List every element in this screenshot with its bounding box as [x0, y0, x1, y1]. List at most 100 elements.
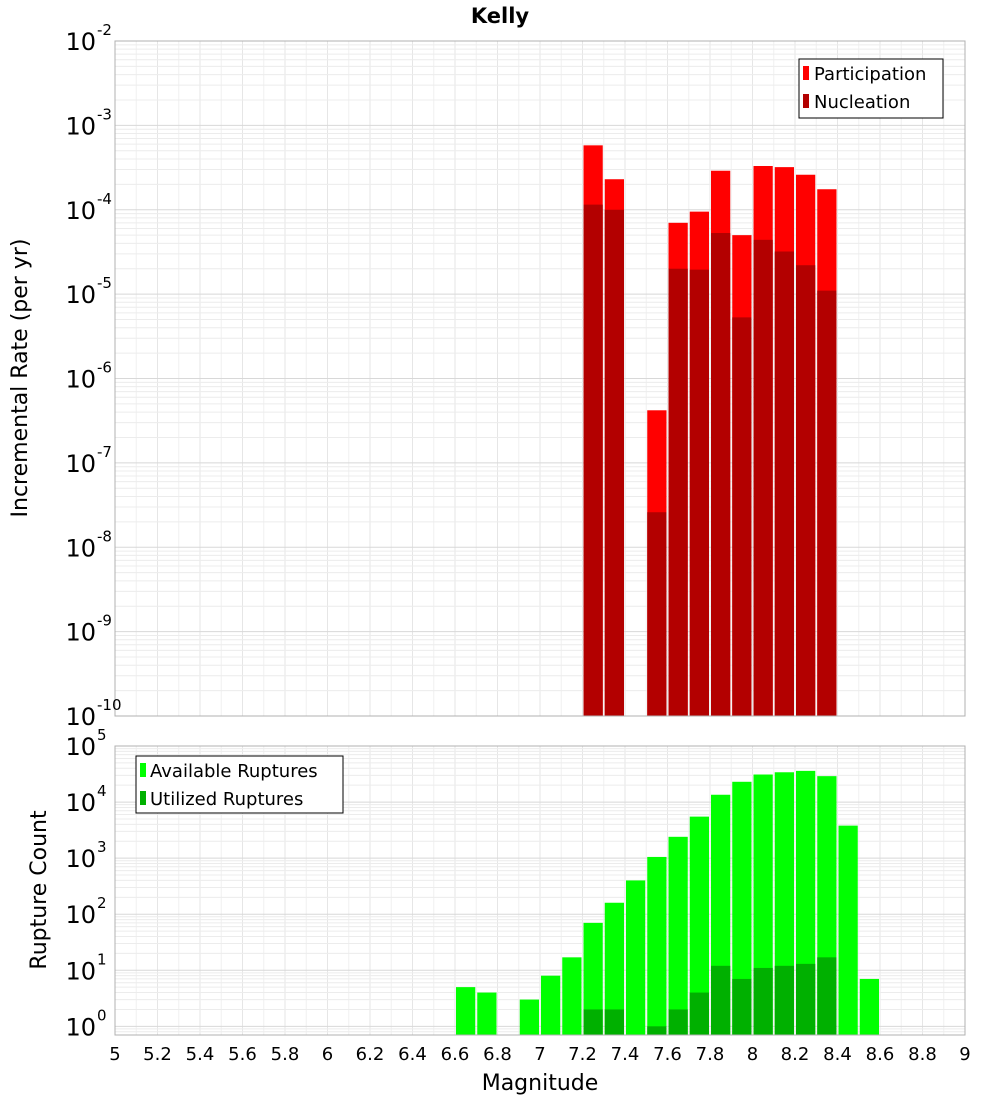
legend-label-nucleation: Nucleation: [814, 92, 910, 113]
top-y-tick-label: 10: [65, 534, 96, 562]
top-legend-box: [798, 58, 944, 119]
bottom-y-tick-exponent: 3: [97, 838, 107, 856]
x-tick-label: 5.4: [186, 1044, 215, 1065]
bottom-bar-series2: [647, 1026, 667, 1035]
top-y-tick-exponent: -2: [97, 21, 112, 39]
top-y-tick-exponent: -3: [97, 105, 112, 123]
x-tick-label: 5.2: [143, 1044, 172, 1065]
bottom-grid: [114, 745, 966, 1036]
bottom-y-tick-label: 10: [65, 957, 96, 985]
bottom-bar-series1: [519, 999, 539, 1035]
bottom-bar-series1: [668, 836, 688, 1035]
bottom-bar-series2: [796, 963, 816, 1035]
legend-label-utilized: Utilized Ruptures: [150, 789, 303, 810]
bottom-bar-series1: [626, 880, 646, 1035]
bottom-y-tick-exponent: 1: [97, 950, 107, 968]
bottom-bar-series1: [583, 922, 603, 1035]
top-y-tick-exponent: -6: [97, 359, 112, 377]
top-y-tick-label: 10: [65, 703, 96, 731]
top-grid: [114, 40, 966, 717]
chart-title: Kelly: [471, 4, 530, 28]
top-bars: [583, 145, 837, 717]
top-y-tick-exponent: -9: [97, 612, 112, 630]
x-tick-label: 8.6: [866, 1044, 895, 1065]
legend-swatch-available: [140, 763, 146, 777]
x-tick-label: 8.8: [908, 1044, 937, 1065]
x-tick-label: 6.6: [441, 1044, 470, 1065]
x-tick-label: 8: [747, 1044, 758, 1065]
x-tick-label: 5.6: [228, 1044, 257, 1065]
x-tick-label: 5: [109, 1044, 120, 1065]
x-tick-label: 9: [959, 1044, 970, 1065]
top-bar-series2: [583, 204, 603, 717]
x-tick-label: 8.2: [781, 1044, 810, 1065]
bottom-bar-series1: [732, 781, 752, 1035]
top-y-tick-label: 10: [65, 28, 96, 56]
top-y-tick-exponent: -5: [97, 274, 112, 292]
x-tick-label: 7.2: [568, 1044, 597, 1065]
legend-label-participation: Participation: [814, 64, 926, 85]
x-tick-label: 6.2: [356, 1044, 385, 1065]
top-bar-series2: [774, 251, 794, 716]
bottom-y-tick-exponent: 4: [97, 782, 107, 800]
top-bar-series2: [647, 512, 667, 716]
bottom-bar-series1: [838, 825, 858, 1035]
top-y-tick-exponent: -7: [97, 443, 112, 461]
top-bar-series2: [711, 233, 731, 716]
legend-swatch-utilized: [140, 791, 146, 805]
bottom-bar-series2: [774, 965, 794, 1035]
bottom-bar-series2: [732, 978, 752, 1035]
top-y-tick-exponent: -8: [97, 527, 112, 545]
top-y-tick-exponent: -10: [97, 696, 122, 714]
top-y-tick-label: 10: [65, 450, 96, 478]
x-tick-label: 8.4: [823, 1044, 852, 1065]
top-y-tick-exponent: -4: [97, 190, 112, 208]
top-bar-series2: [604, 209, 624, 716]
top-y-tick-label: 10: [65, 197, 96, 225]
bottom-bar-series1: [689, 816, 709, 1035]
bottom-bar-series2: [668, 1009, 688, 1035]
x-tick-label: 7.8: [696, 1044, 725, 1065]
bottom-y-tick-label: 10: [65, 789, 96, 817]
bottom-bar-series1: [477, 992, 497, 1035]
x-axis-label: Magnitude: [482, 1071, 599, 1096]
x-tick-label: 6: [322, 1044, 333, 1065]
bottom-bar-series1: [647, 856, 667, 1035]
x-tick-label: 6.4: [398, 1044, 427, 1065]
x-ticks: 5 5.2 5.4 5.6 5.8 6 6.2 6.4 6.6 6.8 7 7.2 7.4 7.6 7.8 8…: [109, 1044, 970, 1065]
bottom-bar-series1: [456, 987, 476, 1035]
top-y-tick-label: 10: [65, 619, 96, 647]
top-bar-series2: [817, 290, 837, 716]
bottom-legend-box: [135, 755, 344, 814]
bottom-bar-series2: [817, 957, 837, 1035]
top-bar-series2: [753, 239, 773, 716]
bottom-plot-border: [114, 745, 966, 1036]
top-y-tick-label: 10: [65, 281, 96, 309]
x-tick-label: 7: [534, 1044, 545, 1065]
legend-swatch-nucleation: [803, 94, 809, 108]
bottom-legend: Available Ruptures Utilized Ruptures: [135, 755, 344, 814]
top-bar-series2: [689, 269, 709, 716]
top-bar-series2: [796, 265, 816, 716]
bottom-bars: [456, 770, 879, 1035]
top-plot-border: [114, 40, 966, 717]
bottom-bar-series2: [753, 967, 773, 1035]
bottom-y-tick-label: 10: [65, 901, 96, 929]
bottom-y-tick-exponent: 2: [97, 894, 107, 912]
x-tick-label: 6.8: [483, 1044, 512, 1065]
bottom-y-tick-label: 10: [65, 733, 96, 761]
top-y-tick-label: 10: [65, 112, 96, 140]
x-tick-label: 7.6: [653, 1044, 682, 1065]
bottom-y-tick-label: 10: [65, 845, 96, 873]
top-bar-series2: [668, 268, 688, 716]
top-y-axis-label: Incremental Rate (per yr): [8, 239, 33, 518]
top-legend: Participation Nucleation: [798, 58, 944, 119]
bottom-bar-series1: [859, 978, 879, 1035]
top-y-tick-label: 10: [65, 366, 96, 394]
x-tick-label: 7.4: [611, 1044, 640, 1065]
